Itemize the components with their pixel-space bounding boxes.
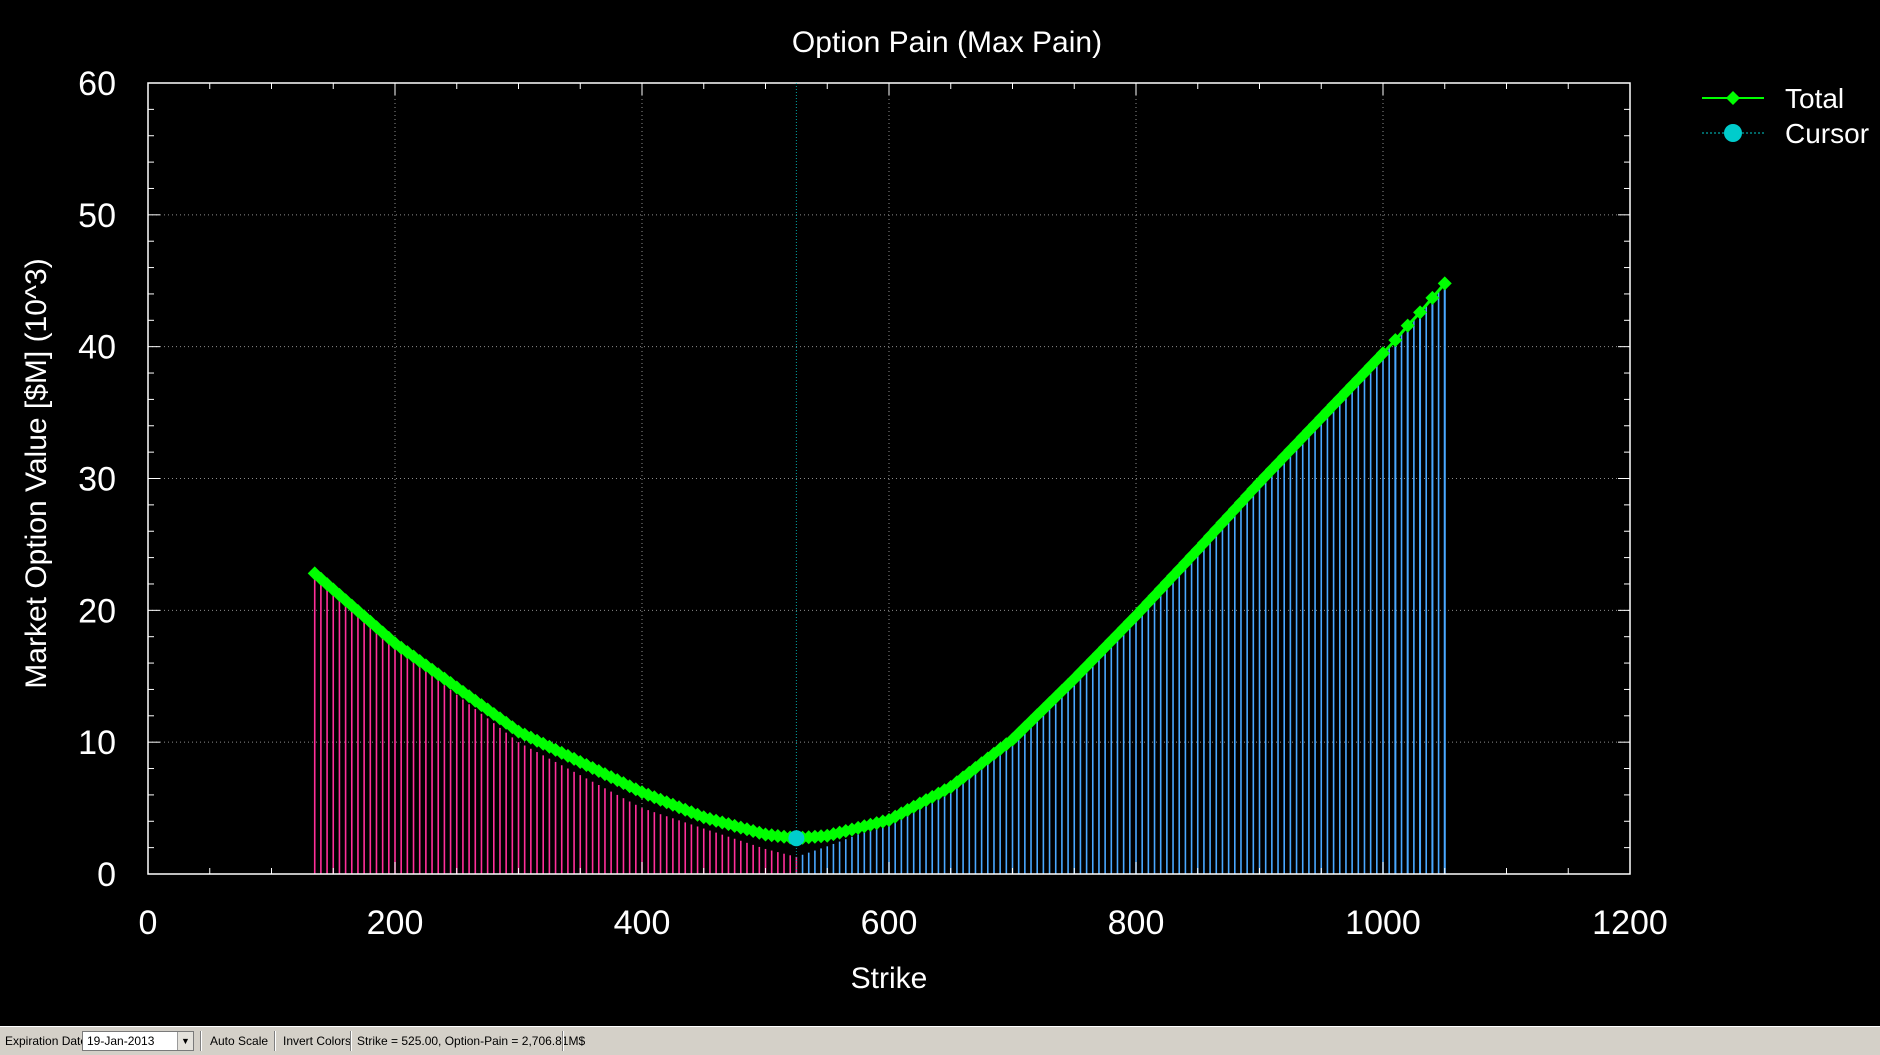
expiration-date-value: 19-Jan-2013 (87, 1034, 155, 1048)
y-tick-label: 10 (78, 724, 116, 762)
auto-scale-button[interactable]: Auto Scale (210, 1034, 269, 1048)
x-tick-label: 800 (1108, 904, 1165, 942)
chart-area: 0 200 400 600 800 1000 1200 0 10 20 30 40 50 60 Option… (20, 26, 1870, 995)
cursor-point (788, 830, 805, 847)
status-separator (200, 1031, 202, 1051)
x-tick-label: 1000 (1345, 904, 1421, 942)
x-tick-label: 400 (614, 904, 671, 942)
y-tick-label: 20 (78, 592, 116, 630)
status-separator (274, 1031, 276, 1051)
text-layer: 0 200 400 600 800 1000 1200 0 10 20 30 40 50 60 Option… (20, 26, 1668, 995)
total-point (1437, 276, 1452, 291)
y-tick-label: 50 (78, 197, 116, 235)
legend-total-label: Total (1785, 83, 1844, 114)
chevron-down-icon[interactable]: ▼ (177, 1032, 193, 1050)
total-series-line (313, 282, 1446, 840)
legend-cursor-marker (1724, 124, 1742, 142)
component-layer (313, 283, 1446, 874)
frame-layer (147, 82, 1631, 875)
x-tick-label: 200 (367, 904, 424, 942)
y-tick-label: 0 (97, 856, 116, 894)
expiration-date-select[interactable]: 19-Jan-2013 ▼ (82, 1031, 194, 1051)
chart-title: Option Pain (Max Pain) (792, 26, 1102, 59)
x-tick-label: 0 (139, 904, 158, 942)
total-point (1400, 318, 1415, 333)
legend-total-marker (1726, 91, 1740, 105)
total-point (1376, 346, 1390, 361)
y-tick-label: 30 (78, 461, 116, 499)
series-layer (307, 83, 1452, 874)
status-bar: Expiration Date: 19-Jan-2013 ▼ Auto Scal… (0, 1026, 1880, 1055)
legend-layer: Total Cursor (1702, 83, 1869, 149)
status-separator (562, 1031, 564, 1051)
x-tick-label: 600 (861, 904, 918, 942)
total-point (1413, 305, 1428, 320)
total-point (499, 715, 514, 730)
expiration-date-label: Expiration Date: (5, 1034, 91, 1048)
invert-colors-button[interactable]: Invert Colors (283, 1034, 352, 1048)
x-axis-label: Strike (851, 962, 928, 995)
y-tick-label: 40 (78, 329, 116, 367)
total-point (1425, 290, 1440, 305)
cursor-readout: Strike = 525.00, Option-Pain = 2,706.81M… (357, 1034, 586, 1048)
y-axis-label: Market Option Value [$M] (10^3) (20, 258, 53, 688)
option-pain-chart: 0 200 400 600 800 1000 1200 0 10 20 30 40 50 60 Option… (20, 26, 1869, 995)
total-point (1011, 726, 1026, 741)
status-separator (350, 1031, 352, 1051)
x-tick-label: 1200 (1592, 904, 1668, 942)
total-point (1388, 333, 1403, 348)
y-tick-label: 60 (78, 65, 116, 103)
legend-cursor-label: Cursor (1785, 118, 1869, 149)
